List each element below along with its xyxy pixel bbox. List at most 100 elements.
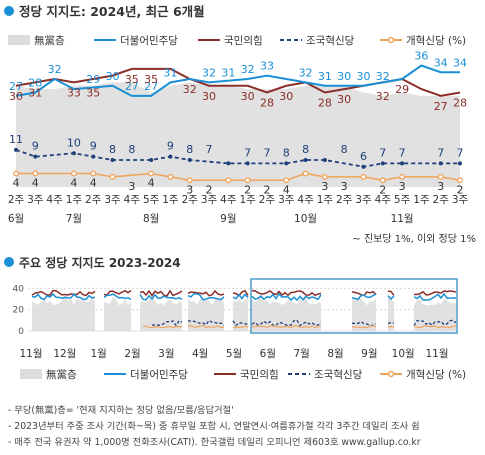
point-rk <box>400 161 405 166</box>
x-tick-label: 4주 <box>220 194 237 206</box>
chart-bottom-plot: 0 20 40 11월 12월 1월 2월 3월 4월 5월 6월 7월 8월 9월 10월 11월 <box>13 278 458 360</box>
legend-label-dp: 더불어민주당 <box>130 369 188 381</box>
legend-swatch-none <box>8 35 30 45</box>
legend-label-dp: 더불어민주당 <box>120 35 178 47</box>
line2-dp <box>251 292 322 302</box>
legend-label-ppp: 국민의힘 <box>240 369 279 381</box>
month-label: 8월 <box>143 213 159 225</box>
point-reform <box>148 170 155 177</box>
data-label-dp: 32 <box>299 66 313 79</box>
data-label-ppp: 35 <box>125 73 139 86</box>
point-rk <box>245 161 250 166</box>
point-rk <box>149 158 154 162</box>
area2-none <box>104 297 131 331</box>
point-reform <box>90 170 97 177</box>
line2-dp <box>351 293 377 301</box>
point-reform <box>379 177 386 184</box>
x2-tick-label: 7월 <box>293 348 309 360</box>
line-reform <box>16 172 461 182</box>
x2-tick-label: 10월 <box>392 348 415 360</box>
point-rk <box>303 158 308 162</box>
line2-rk <box>413 319 457 327</box>
highlight-box <box>250 278 458 334</box>
line2-dp <box>387 295 395 301</box>
data-label-reform: 4 <box>148 177 155 190</box>
point-reform <box>70 170 77 177</box>
data-label-rk: 7 <box>379 146 386 159</box>
data-label-rk: 8 <box>186 143 193 156</box>
x-tick-label: 1주 <box>317 194 334 206</box>
month-label: 11월 <box>391 213 414 225</box>
point-reform <box>283 177 290 184</box>
data-label-dp: 30 <box>356 70 370 83</box>
line2-ppp <box>413 290 457 296</box>
x-tick-label: 5주 <box>143 194 160 206</box>
data-label-rk: 8 <box>341 143 348 156</box>
x-tick-label: 2주 <box>433 194 450 206</box>
data-label-reform: 2 <box>244 183 251 196</box>
data-label-rk: 7 <box>244 146 251 159</box>
data-label-rk: 7 <box>263 146 270 159</box>
point-reform <box>32 170 39 177</box>
legend-label-rk: 조국혁신당 <box>306 35 355 47</box>
data-label-reform: 2 <box>206 183 213 196</box>
line2-dp <box>103 293 132 301</box>
x2-tick-label: 1월 <box>90 348 106 360</box>
line2-rk <box>151 320 183 327</box>
chart1-title: 정당 지지도: 2024년, 최근 6개월 <box>19 4 205 19</box>
x2-tick-label: 11월 <box>425 348 448 360</box>
data-label-reform: 2 <box>457 183 464 196</box>
data-label-rk: 7 <box>399 146 406 159</box>
data-label-dp: 30 <box>337 70 351 83</box>
legend-label-none: 無黨층 <box>34 34 65 47</box>
point-rk <box>438 161 443 166</box>
legend-label-reform: 개혁신당 (%) <box>406 35 466 47</box>
footnote-1: - 무당(無黨)층= '현재 지지하는 정당 없음/모름/응답거절' <box>8 404 234 416</box>
point-reform <box>186 177 193 184</box>
x-tick-label: 1주 <box>162 194 179 206</box>
point-reform <box>244 177 251 184</box>
data-label-dp: 31 <box>318 70 332 83</box>
x-tick-label: 4주 <box>297 194 314 206</box>
data-label-rk: 8 <box>128 143 135 156</box>
x-tick-label: 3주 <box>355 194 372 206</box>
point-rk <box>322 158 327 162</box>
data-label-rk: 8 <box>109 143 116 156</box>
data-label-rk: 9 <box>32 140 39 153</box>
x-tick-label: 4주 <box>124 194 141 206</box>
data-label-dp: 27 <box>9 80 23 93</box>
point-reform <box>109 173 116 180</box>
data-label-ppp: 27 <box>434 100 448 113</box>
area2-none <box>414 298 456 331</box>
data-label-rk: 7 <box>206 143 213 156</box>
point-rk <box>168 154 173 159</box>
line2-dp <box>187 292 225 301</box>
y-tick-label: 40 <box>13 284 25 294</box>
area2-none <box>233 298 248 331</box>
line2-reform <box>351 325 377 329</box>
data-label-ppp: 30 <box>202 90 216 103</box>
data-label-rk: 9 <box>90 140 97 153</box>
month-label: 6월 <box>8 213 24 225</box>
data-label-ppp: 28 <box>453 97 467 110</box>
x-tick-label: 2주 <box>182 194 199 206</box>
point-reform <box>167 173 174 180</box>
line-dp <box>15 64 460 97</box>
legend-label-reform: 개혁신당 (%) <box>406 369 466 381</box>
data-label-dp: 31 <box>221 66 235 79</box>
legend-label-ppp: 국민의힘 <box>224 35 263 47</box>
data-label-ppp: 32 <box>376 90 390 103</box>
x2-tick-label: 8월 <box>327 348 343 360</box>
line2-rk <box>232 320 249 327</box>
point-rk <box>226 161 231 166</box>
x-tick-label: 1주 <box>66 194 83 206</box>
x-tick-label: 3주 <box>27 194 44 206</box>
line2-reform <box>413 325 457 329</box>
legend-marker-reform <box>387 36 395 44</box>
y-tick-label: 20 <box>13 306 25 316</box>
line2-ppp <box>187 289 225 297</box>
data-label-dp: 36 <box>414 50 428 63</box>
point-reform <box>437 173 444 180</box>
legend-top: 無黨층 더불어민주당 국민의힘 조국혁신당 개혁신당 (%) <box>8 34 466 47</box>
